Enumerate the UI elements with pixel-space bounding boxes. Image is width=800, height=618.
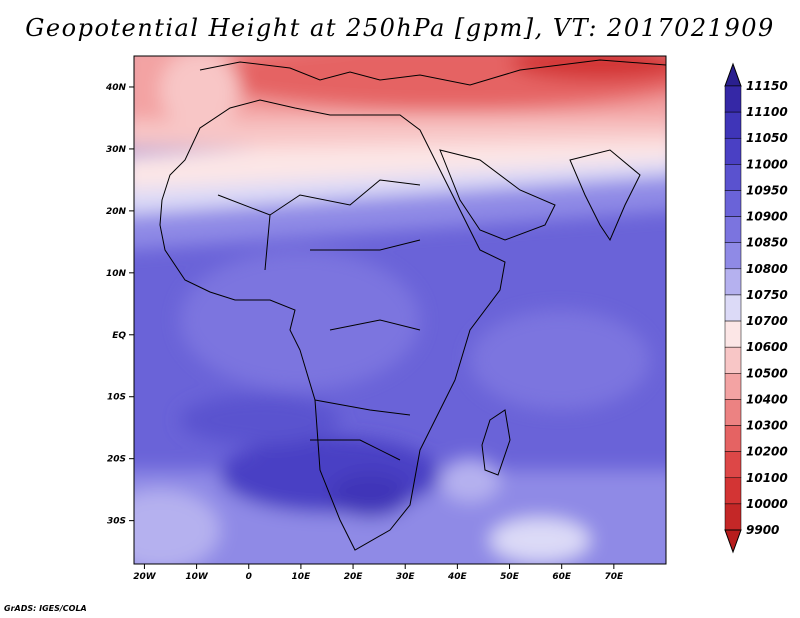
colorbar-label: 10400 <box>746 392 788 406</box>
colorbar-label: 10500 <box>746 366 788 380</box>
colorbar-segment <box>724 346 742 374</box>
colorbar-label: 10700 <box>746 314 788 328</box>
x-tick-label: 50E <box>500 572 520 582</box>
colorbar-segment <box>724 268 742 296</box>
colorbar-label: 9900 <box>746 523 779 537</box>
colorbar-segment <box>724 451 742 479</box>
x-tick-label: 10W <box>185 572 209 582</box>
madagascar-coastline <box>481 409 511 476</box>
y-tick-label: 30N <box>106 145 127 155</box>
colorbar-label: 10600 <box>746 340 788 354</box>
colorbar-segment <box>724 477 742 505</box>
y-tick-label: 30S <box>107 517 126 527</box>
x-tick-label: 20W <box>133 572 157 582</box>
y-tick-label: 20S <box>107 455 126 465</box>
colorbar-segment <box>724 503 742 531</box>
colorbar-label: 10850 <box>746 236 788 250</box>
credit-text: GrADS: IGES/COLA <box>4 604 87 613</box>
colorbar-max-arrow <box>724 62 742 87</box>
colorbar-segment <box>724 164 742 191</box>
height-field <box>134 56 666 564</box>
colorbar-segment <box>724 216 742 243</box>
colorbar-min-arrow <box>724 529 742 554</box>
colorbar-label: 11000 <box>746 157 788 171</box>
colorbar-label: 11050 <box>746 131 788 145</box>
x-tick-label: 40E <box>447 572 468 582</box>
colorbar-segment <box>724 373 742 400</box>
colorbar-segment <box>724 425 742 452</box>
colorbar-label: 11100 <box>746 105 788 119</box>
x-tick-label: 60E <box>552 572 572 582</box>
arabia-coastline <box>439 149 556 241</box>
x-tick-label: 0 <box>246 572 252 582</box>
y-tick-label: 20N <box>106 207 127 217</box>
colorbar-segment <box>724 190 742 217</box>
x-tick-label: 20E <box>344 572 364 582</box>
europe-coastline <box>199 59 666 86</box>
map-title: Geopotential Height at 250hPa [gpm], VT:… <box>25 14 775 42</box>
colorbar-label: 10300 <box>746 419 788 433</box>
india-coastline <box>569 149 641 242</box>
colorbar-label: 11150 <box>746 79 788 93</box>
colorbar-segment <box>724 85 742 113</box>
y-tick-label: 10N <box>106 269 127 279</box>
x-tick-label: 10E <box>292 572 312 582</box>
colorbar-label: 10100 <box>746 471 788 485</box>
colorbar-label: 10800 <box>746 262 788 276</box>
y-tick-label: 10S <box>107 393 126 403</box>
colorbar-segment <box>724 294 742 322</box>
colorbar-label: 10200 <box>746 445 788 459</box>
colorbar-label: 10900 <box>746 210 788 224</box>
colorbar-segment <box>724 320 742 348</box>
colorbar-segment <box>724 242 742 270</box>
colorbar-segment <box>724 111 742 139</box>
coastlines <box>159 59 666 551</box>
colorbar-segment <box>724 399 742 426</box>
plot-frame <box>133 55 667 565</box>
y-tick-label: EQ <box>112 331 126 341</box>
africa-coastline <box>159 99 506 551</box>
colorbar-label: 10950 <box>746 183 788 197</box>
x-tick-label: 30E <box>396 572 416 582</box>
borders <box>217 179 421 461</box>
y-tick-label: 40N <box>105 83 127 93</box>
x-tick-label: 70E <box>604 572 624 582</box>
colorbar-label: 10750 <box>746 288 788 302</box>
colorbar-label: 10000 <box>746 497 788 511</box>
colorbar-segment <box>724 137 742 165</box>
